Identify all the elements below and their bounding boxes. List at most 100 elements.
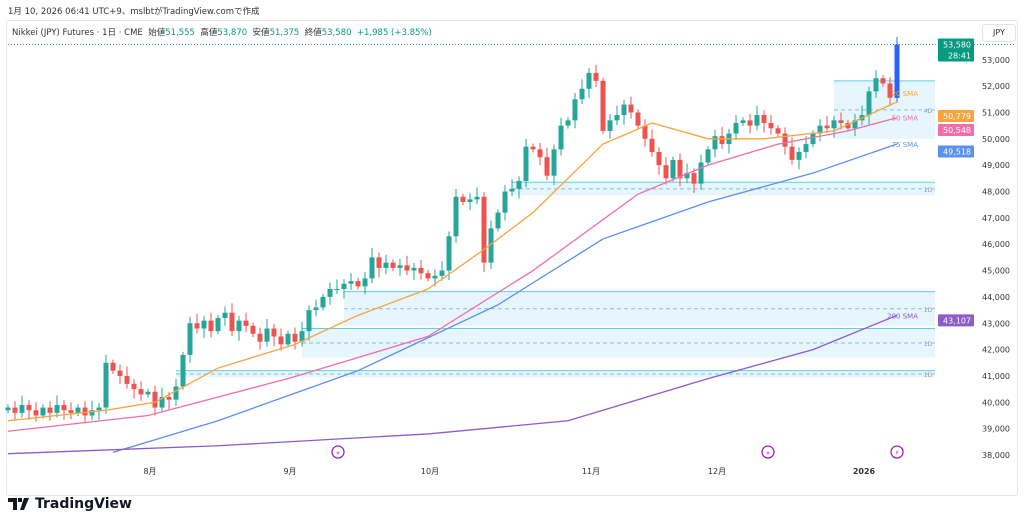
candle — [264, 328, 270, 342]
dividend-icon[interactable]: » — [331, 445, 345, 459]
candle — [663, 165, 669, 179]
candle — [845, 122, 851, 129]
candle — [446, 236, 452, 271]
candle — [208, 320, 214, 332]
candle — [131, 383, 137, 390]
sma-line — [112, 143, 898, 453]
open-value: 51,555 — [165, 28, 195, 38]
candle — [761, 115, 767, 123]
candle — [355, 281, 361, 287]
svg-text:»: » — [336, 449, 340, 457]
sma-price-tag-bg — [938, 145, 974, 158]
candle — [649, 138, 655, 152]
candle — [614, 115, 620, 121]
candle — [229, 312, 235, 332]
candle — [691, 173, 697, 184]
candle — [873, 78, 879, 92]
y-tick-label: 38,000 — [982, 451, 1010, 460]
candle — [320, 296, 326, 308]
candle — [5, 407, 11, 411]
candle — [656, 151, 662, 166]
candle — [733, 122, 739, 134]
candle — [96, 407, 102, 411]
candle — [166, 397, 172, 400]
candle — [250, 325, 256, 334]
candle — [740, 120, 746, 123]
candle — [684, 173, 690, 179]
logo-text: TradingView — [35, 496, 132, 512]
candle — [54, 404, 60, 413]
y-tick-label: 51,000 — [982, 108, 1010, 117]
candle — [670, 159, 676, 179]
dividend-icon[interactable]: » — [761, 445, 775, 459]
candle — [880, 78, 886, 84]
candle — [453, 196, 459, 237]
candle — [341, 283, 347, 289]
candle — [628, 104, 634, 113]
sma-price-tag: 50,779 — [943, 112, 971, 121]
candle — [866, 91, 872, 116]
sma-price-tag-bg — [938, 314, 974, 327]
lightning-icon[interactable]: ⚡ — [890, 445, 904, 459]
candle — [509, 188, 515, 192]
sma-price-tag: 49,518 — [943, 148, 971, 157]
y-tick-label: 47,000 — [982, 214, 1010, 223]
candle — [817, 125, 823, 134]
sma-label: 75 SMA — [892, 141, 919, 149]
y-tick-label: 49,000 — [982, 161, 1010, 170]
candle — [194, 323, 200, 329]
candle — [481, 196, 487, 263]
candle — [334, 288, 340, 290]
candle — [768, 122, 774, 129]
candle — [789, 146, 795, 160]
close-label: 終値 — [304, 28, 322, 38]
candle — [201, 320, 207, 329]
y-tick-label: 39,000 — [982, 425, 1010, 434]
currency-button[interactable]: JPY — [982, 24, 1016, 42]
sma-price-tag: 43,107 — [943, 316, 971, 325]
candle — [523, 146, 529, 181]
candle — [271, 328, 277, 337]
candle — [362, 278, 368, 287]
candle — [810, 133, 816, 145]
candle — [138, 389, 144, 395]
candle — [285, 333, 291, 345]
candle — [530, 146, 536, 150]
y-tick-label: 42,000 — [982, 346, 1010, 355]
y-tick-label: 44,000 — [982, 293, 1010, 302]
high-value: 53,870 — [217, 28, 248, 38]
x-tick-label: 11月 — [582, 467, 600, 476]
candle — [460, 196, 466, 203]
zone-label: 1D — [924, 307, 933, 314]
y-tick-label: 45,000 — [982, 267, 1010, 276]
candle — [257, 333, 263, 342]
y-tick-label: 53,000 — [982, 56, 1010, 65]
svg-text:⚡: ⚡ — [895, 449, 900, 457]
candle — [712, 136, 718, 150]
zone-label: 1D — [924, 341, 933, 348]
candle — [124, 375, 130, 384]
candle — [173, 386, 179, 400]
candle — [586, 72, 592, 89]
candle — [782, 133, 788, 147]
candle — [278, 336, 284, 345]
sma-price-tag: 50,548 — [943, 126, 971, 135]
candle — [40, 407, 46, 416]
tradingview-logo[interactable]: TradingView — [8, 496, 132, 512]
symbol-name: Nikkei (JPY) Futures · 1日 · CME — [12, 28, 143, 38]
candle — [467, 199, 473, 203]
high-label: 高値 — [200, 28, 218, 38]
y-tick-label: 43,000 — [982, 319, 1010, 328]
x-tick-label: 10月 — [421, 467, 439, 476]
low-label: 安値 — [252, 28, 270, 38]
candle — [425, 273, 431, 279]
candle — [593, 72, 599, 81]
candle — [68, 410, 74, 413]
candle — [145, 391, 151, 395]
zone-label: 4D — [924, 108, 933, 115]
candle — [719, 136, 725, 145]
candle — [852, 120, 858, 129]
open-label: 始値 — [148, 28, 166, 38]
candle — [103, 362, 109, 408]
